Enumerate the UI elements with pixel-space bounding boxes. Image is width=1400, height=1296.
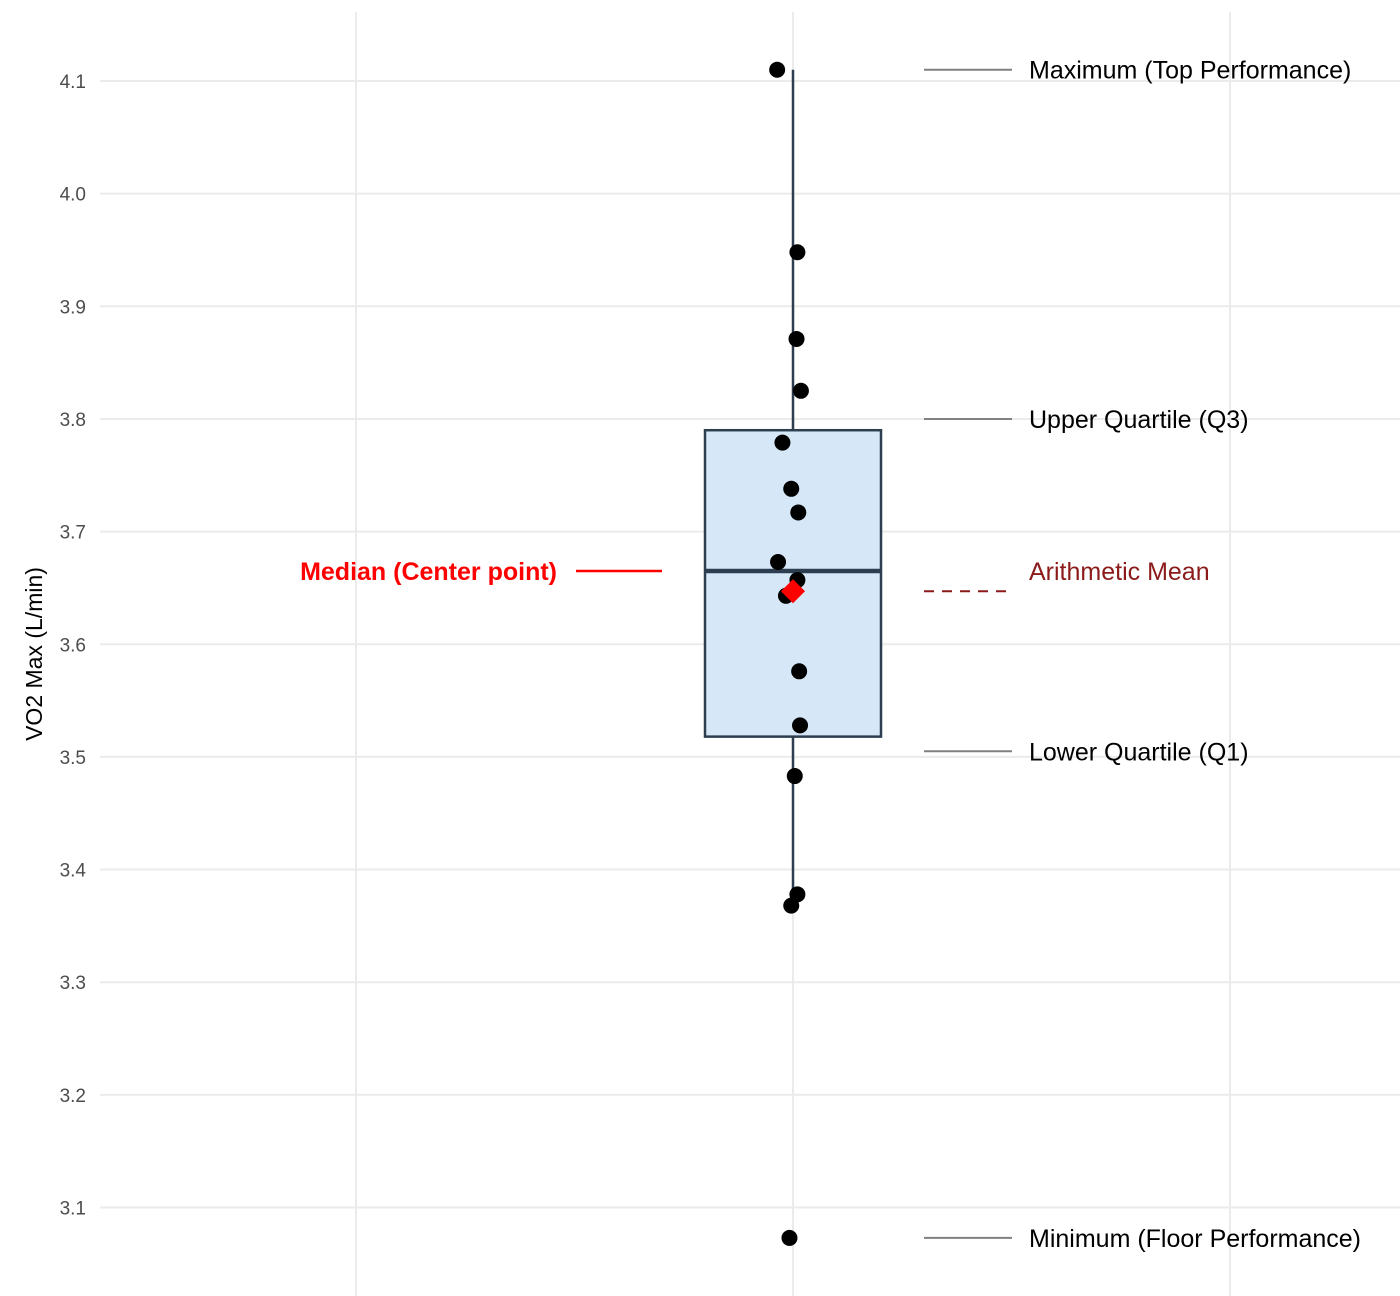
data-point: [769, 61, 786, 78]
data-point: [781, 1229, 798, 1246]
y-tick-label: 3.5: [60, 748, 86, 769]
mean-marker: [781, 579, 805, 604]
data-point: [792, 717, 809, 734]
data-point: [792, 382, 809, 399]
data-point: [791, 663, 808, 680]
y-tick-label: 3.4: [60, 861, 87, 882]
y-tick-label: 4.1: [60, 72, 86, 93]
y-tick-label: 3.1: [60, 1199, 86, 1220]
annotation-label: Arithmetic Mean: [1029, 558, 1210, 586]
data-point: [783, 897, 800, 914]
annotation-label: Lower Quartile (Q1): [1029, 738, 1249, 766]
annotation-label: Median (Center point): [300, 558, 557, 586]
data-points: [769, 61, 809, 1246]
data-point: [789, 244, 806, 261]
data-point: [786, 768, 803, 785]
y-axis-ticks: 3.1 3.2 3.3 3.4 3.5 3.6 3.7 3.8 3.9 4.0 4.1: [60, 72, 87, 1220]
annotations: Maximum (Top Performance) Upper Quartile …: [300, 57, 1361, 1253]
y-tick-label: 3.8: [60, 410, 86, 431]
annotation-label: Maximum (Top Performance): [1029, 57, 1351, 85]
grid: [100, 12, 1400, 1296]
y-tick-label: 3.2: [60, 1086, 86, 1107]
y-tick-label: 4.0: [60, 185, 86, 206]
y-axis-title: VO2 Max (L/min): [21, 567, 47, 741]
y-tick-label: 3.6: [60, 635, 86, 656]
y-tick-label: 3.7: [60, 523, 86, 544]
data-point: [770, 554, 787, 571]
annotation-label: Upper Quartile (Q3): [1029, 406, 1249, 434]
data-point: [783, 480, 800, 497]
data-point: [774, 434, 791, 451]
annotation-label: Minimum (Floor Performance): [1029, 1225, 1361, 1253]
data-point: [790, 504, 807, 521]
y-tick-label: 3.3: [60, 973, 86, 994]
y-tick-label: 3.9: [60, 297, 86, 318]
data-point: [788, 330, 805, 347]
